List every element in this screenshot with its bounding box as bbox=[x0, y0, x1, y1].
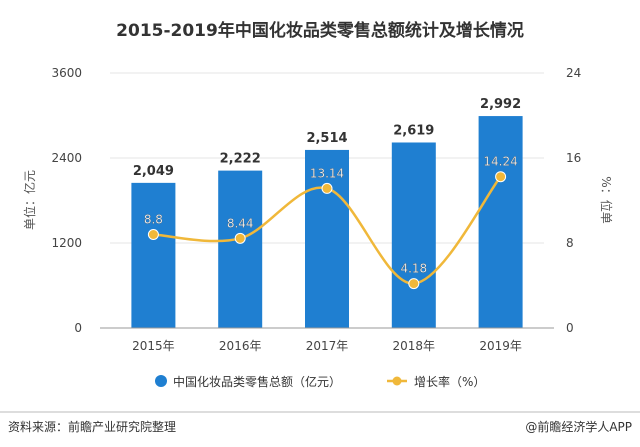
y-tick-label: 0 bbox=[74, 321, 82, 335]
legend-bar-swatch bbox=[155, 375, 167, 387]
growth-line-path bbox=[153, 175, 502, 285]
bar bbox=[391, 142, 436, 328]
x-tick-label: 2019年 bbox=[479, 339, 522, 353]
growth-value-label: 8.8 bbox=[144, 213, 163, 227]
growth-point bbox=[147, 229, 159, 240]
growth-value-label: 13.14 bbox=[310, 166, 344, 180]
bar-value-label: 2,049 bbox=[133, 164, 174, 179]
brand-credit: @前瞻经济学人APP bbox=[525, 419, 632, 434]
growth-value-label: 4.18 bbox=[400, 262, 427, 276]
legend: 中国化妆品类零售总额（亿元） 增长率（%） bbox=[155, 374, 485, 389]
x-tick-label: 2017年 bbox=[306, 339, 349, 353]
growth-line: 8.8 8.44 13.14 4.18 14.24 bbox=[144, 155, 518, 290]
y2-tick-label: 0 bbox=[566, 321, 574, 335]
left-axis: 0 1200 2400 3600 bbox=[51, 66, 82, 335]
chart-title: 2015-2019年中国化妆品类零售总额统计及增长情况 bbox=[116, 20, 524, 41]
x-tick-label: 2016年 bbox=[219, 339, 262, 353]
bar bbox=[131, 182, 176, 328]
y2-tick-label: 8 bbox=[566, 236, 574, 250]
growth-point bbox=[495, 171, 507, 183]
growth-point bbox=[321, 182, 333, 194]
growth-value-label: 14.24 bbox=[483, 155, 517, 169]
y-tick-label: 1200 bbox=[51, 236, 82, 250]
right-axis: 0 8 16 24 bbox=[566, 66, 581, 335]
legend-line-label: 增长率（%） bbox=[414, 374, 485, 389]
x-tick-label: 2015年 bbox=[132, 339, 175, 353]
y-axis-label: 单位：亿元 bbox=[22, 170, 37, 230]
bar-labels: 2,049 2,222 2,514 2,619 2,992 bbox=[133, 97, 521, 179]
growth-point bbox=[408, 278, 420, 290]
y2-axis-label: %：位单 bbox=[599, 176, 614, 223]
growth-value-label: 8.44 bbox=[227, 216, 254, 230]
legend-line-marker bbox=[392, 376, 402, 386]
growth-point bbox=[234, 232, 246, 244]
y2-tick-label: 16 bbox=[566, 151, 581, 165]
x-axis: 2015年 2016年 2017年 2018年 2019年 bbox=[100, 327, 554, 353]
bar-value-label: 2,514 bbox=[306, 131, 347, 146]
bar-value-label: 2,619 bbox=[393, 123, 434, 138]
y-tick-label: 3600 bbox=[51, 66, 82, 80]
bar bbox=[218, 170, 263, 328]
bar-value-label: 2,222 bbox=[220, 152, 261, 167]
y-tick-label: 2400 bbox=[51, 151, 82, 165]
bars bbox=[131, 116, 523, 328]
legend-bar-label: 中国化妆品类零售总额（亿元） bbox=[173, 374, 341, 389]
bar bbox=[305, 149, 349, 328]
source-note: 资料来源：前瞻产业研究院整理 bbox=[8, 419, 176, 434]
bar bbox=[478, 116, 523, 328]
x-tick-label: 2018年 bbox=[393, 339, 436, 353]
bar-value-label: 2,992 bbox=[480, 97, 521, 112]
y2-tick-label: 24 bbox=[566, 66, 581, 80]
